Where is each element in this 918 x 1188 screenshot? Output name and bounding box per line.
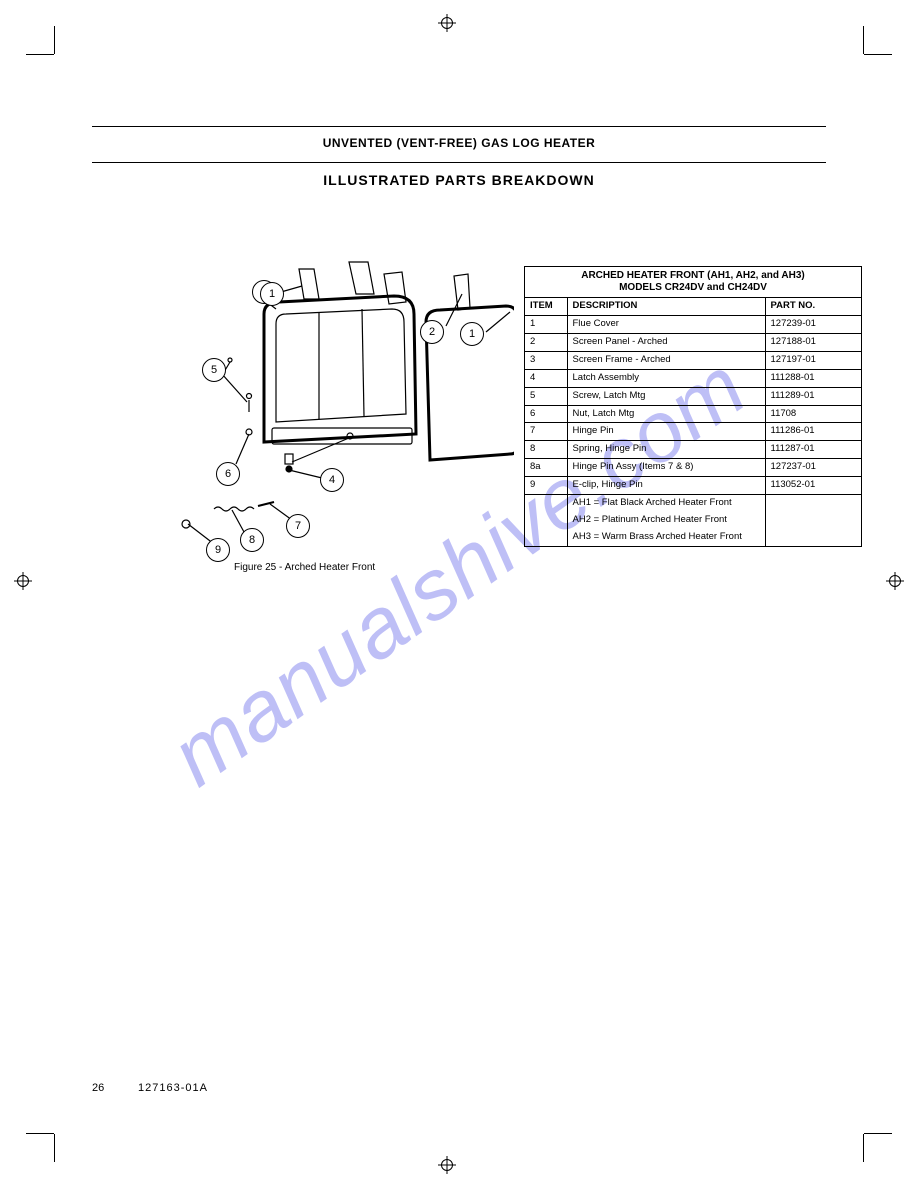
- doc-id: 127163-01A: [138, 1082, 208, 1094]
- callout-label: 8: [249, 534, 255, 546]
- crop-mark: [863, 26, 864, 54]
- table-cell-part: 127197-01: [765, 351, 861, 369]
- table-row: 6Nut, Latch Mtg11708: [525, 405, 861, 423]
- table-cell-part: 113052-01: [765, 477, 861, 495]
- exploded-diagram: 3 2 5 6 4 9 8 7: [124, 214, 514, 554]
- callout-1: 1: [260, 282, 284, 306]
- page-number: 26: [92, 1082, 104, 1094]
- registration-mark: [438, 1156, 456, 1174]
- callout-label: 5: [211, 364, 217, 376]
- table-row: 5Screw, Latch Mtg111289-01: [525, 387, 861, 405]
- callout-label: 1: [269, 288, 275, 300]
- table-cell-part: 111286-01: [765, 423, 861, 441]
- table-cell-part: 127237-01: [765, 459, 861, 477]
- table-row: 3Screen Frame - Arched127197-01: [525, 351, 861, 369]
- crop-mark: [26, 54, 54, 55]
- table-cell-item: 5: [525, 387, 567, 405]
- table-cell-desc: AH2 = Platinum Arched Heater Front: [567, 512, 765, 529]
- table-cell-item: 7: [525, 423, 567, 441]
- table-header-row: ITEM DESCRIPTION PART NO.: [525, 298, 861, 315]
- callout-label: 6: [225, 468, 231, 480]
- table-cell-item: [525, 512, 567, 529]
- registration-mark: [438, 14, 456, 32]
- callout-label: 4: [329, 474, 335, 486]
- page-content: UNVENTED (VENT-FREE) GAS LOG HEATER ILLU…: [54, 54, 864, 1134]
- document-title: ILLUSTRATED PARTS BREAKDOWN: [92, 172, 826, 188]
- callout-2: 2: [420, 320, 444, 344]
- col-part: PART NO.: [765, 298, 861, 315]
- table-cell-part: 111289-01: [765, 387, 861, 405]
- crop-mark: [864, 1133, 892, 1134]
- table-cell-part: [765, 512, 861, 529]
- callout-9: 9: [206, 538, 230, 562]
- table-row: 2Screen Panel - Arched127188-01: [525, 333, 861, 351]
- table-cell-desc: Screw, Latch Mtg: [567, 387, 765, 405]
- crop-mark: [26, 1133, 54, 1134]
- table-cell-desc: Screen Panel - Arched: [567, 333, 765, 351]
- table-cell-item: [525, 529, 567, 546]
- table-cell-item: 6: [525, 405, 567, 423]
- table-cell-desc: E-clip, Hinge Pin: [567, 477, 765, 495]
- crop-mark: [864, 54, 892, 55]
- table-row: AH1 = Flat Black Arched Heater Front: [525, 495, 861, 512]
- table-row: 9E-clip, Hinge Pin113052-01: [525, 477, 861, 495]
- table-row: 4Latch Assembly111288-01: [525, 369, 861, 387]
- divider: [92, 126, 826, 127]
- table-cell-desc: AH3 = Warm Brass Arched Heater Front: [567, 529, 765, 546]
- callout-8: 8: [240, 528, 264, 552]
- registration-mark: [886, 572, 904, 590]
- table-cell-part: 127239-01: [765, 315, 861, 333]
- parts-table-title: ARCHED HEATER FRONT (AH1, AH2, and AH3) …: [525, 267, 861, 298]
- table-cell-item: 2: [525, 333, 567, 351]
- callout-label: 2: [429, 326, 435, 338]
- callout-6: 6: [216, 462, 240, 486]
- table-cell-desc: Nut, Latch Mtg: [567, 405, 765, 423]
- table-cell-desc: Screen Frame - Arched: [567, 351, 765, 369]
- callout-1: 1: [460, 322, 484, 346]
- callout-7: 7: [286, 514, 310, 538]
- table-cell-item: 4: [525, 369, 567, 387]
- divider: [92, 162, 826, 163]
- table-cell-part: [765, 495, 861, 512]
- table-cell-part: 111287-01: [765, 441, 861, 459]
- table-cell-desc: Latch Assembly: [567, 369, 765, 387]
- table-cell-part: 127188-01: [765, 333, 861, 351]
- table-row: AH2 = Platinum Arched Heater Front: [525, 512, 861, 529]
- col-item: ITEM: [525, 298, 567, 315]
- table-cell-item: [525, 495, 567, 512]
- table-row: 1Flue Cover127239-01: [525, 315, 861, 333]
- table-title-line2: MODELS CR24DV and CH24DV: [619, 282, 767, 293]
- callout-5: 5: [202, 358, 226, 382]
- table-cell-desc: Hinge Pin Assy (Items 7 & 8): [567, 459, 765, 477]
- table-cell-item: 3: [525, 351, 567, 369]
- table-cell-part: 111288-01: [765, 369, 861, 387]
- callout-label: 9: [215, 544, 221, 556]
- table-cell-item: 8a: [525, 459, 567, 477]
- table-row: AH3 = Warm Brass Arched Heater Front: [525, 529, 861, 546]
- table-row: 8aHinge Pin Assy (Items 7 & 8)127237-01: [525, 459, 861, 477]
- table-cell-item: 8: [525, 441, 567, 459]
- table-cell-part: 11708: [765, 405, 861, 423]
- table-cell-desc: Flue Cover: [567, 315, 765, 333]
- crop-mark: [863, 1134, 864, 1162]
- col-desc: DESCRIPTION: [567, 298, 765, 315]
- table-row: 7Hinge Pin111286-01: [525, 423, 861, 441]
- table-cell-part: [765, 529, 861, 546]
- registration-mark: [14, 572, 32, 590]
- table-cell-desc: AH1 = Flat Black Arched Heater Front: [567, 495, 765, 512]
- callout-label: 1: [469, 328, 475, 340]
- crop-mark: [54, 1134, 55, 1162]
- table-cell-desc: Spring, Hinge Pin: [567, 441, 765, 459]
- parts-table: ARCHED HEATER FRONT (AH1, AH2, and AH3) …: [524, 266, 862, 547]
- figure-caption: Figure 25 - Arched Heater Front: [234, 562, 375, 573]
- table-row: 8Spring, Hinge Pin111287-01: [525, 441, 861, 459]
- callout-label: 7: [295, 520, 301, 532]
- table-cell-item: 1: [525, 315, 567, 333]
- callout-4: 4: [320, 468, 344, 492]
- crop-mark: [54, 26, 55, 54]
- document-subhead: UNVENTED (VENT-FREE) GAS LOG HEATER: [92, 136, 826, 150]
- table-title-line1: ARCHED HEATER FRONT (AH1, AH2, and AH3): [581, 270, 805, 281]
- table-cell-item: 9: [525, 477, 567, 495]
- table-cell-desc: Hinge Pin: [567, 423, 765, 441]
